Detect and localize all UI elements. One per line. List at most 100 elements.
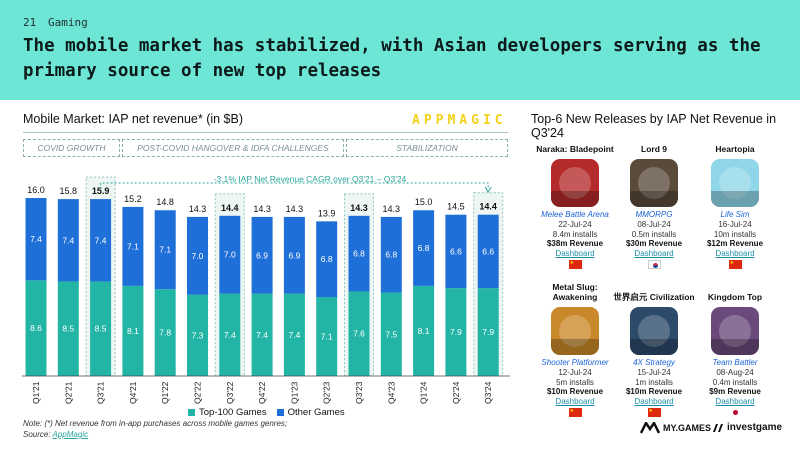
data-label-other: 6.9 bbox=[256, 250, 268, 260]
mygames-logo: MY.GAMES bbox=[640, 422, 711, 434]
data-label-other: 7.0 bbox=[192, 251, 204, 261]
bar-other bbox=[219, 215, 241, 294]
game-release-date: 15-Jul-24 bbox=[637, 368, 671, 377]
data-label-top100: 8.6 bbox=[30, 323, 42, 333]
data-label-total: 13.9 bbox=[318, 208, 336, 218]
game-revenue: $30m Revenue bbox=[625, 239, 683, 248]
data-label-other: 6.8 bbox=[321, 254, 333, 264]
data-label-top100: 8.1 bbox=[418, 326, 430, 336]
data-label-other: 6.9 bbox=[288, 250, 300, 260]
x-tick-label: Q1'22 bbox=[160, 381, 170, 404]
slide-section: Gaming bbox=[48, 16, 88, 29]
game-genre: Team Battler bbox=[712, 358, 758, 367]
game-revenue: $10m Revenue bbox=[546, 387, 604, 396]
game-genre: 4X Strategy bbox=[633, 358, 675, 367]
legend-item-top100: Top-100 Games bbox=[188, 407, 267, 418]
game-name: 世界启元 Civilization bbox=[613, 292, 695, 302]
bar-other bbox=[477, 214, 499, 289]
data-label-other: 7.4 bbox=[62, 235, 74, 245]
game-installs: 10m installs bbox=[713, 229, 757, 239]
data-label-top100: 7.4 bbox=[288, 330, 300, 340]
data-label-top100: 7.6 bbox=[353, 329, 365, 339]
chart-source: Source: AppMagic bbox=[23, 430, 88, 439]
game-genre: Melee Battle Arena bbox=[541, 210, 609, 219]
bar-top100 bbox=[380, 292, 402, 376]
game-icon bbox=[711, 159, 759, 207]
data-label-top100: 7.5 bbox=[385, 329, 397, 339]
data-label-top100: 7.9 bbox=[482, 327, 494, 337]
cagr-arrow-icon bbox=[484, 186, 492, 193]
game-name: Heartopia bbox=[715, 144, 755, 154]
data-label-total: 16.0 bbox=[27, 185, 45, 195]
game-name: Metal Slug: Awakening bbox=[552, 282, 598, 302]
data-label-total: 14.3 bbox=[286, 204, 304, 214]
game-card: Naraka: Bladepoint Melee Battle Arena 22-J… bbox=[533, 132, 617, 269]
phase-stabilization: STABILIZATION bbox=[346, 139, 508, 157]
x-tick-label: Q2'22 bbox=[193, 381, 203, 404]
x-tick-label: Q4'21 bbox=[128, 381, 138, 404]
data-label-other: 6.8 bbox=[418, 243, 430, 253]
game-name: Kingdom Top bbox=[707, 292, 763, 302]
header-banner: 21 Gaming The mobile market has stabiliz… bbox=[0, 0, 800, 100]
source-prefix: Source: bbox=[23, 430, 53, 439]
bar-top100 bbox=[477, 288, 499, 376]
game-installs: 5m installs bbox=[556, 377, 594, 387]
data-label-total: 14.3 bbox=[253, 204, 271, 214]
legend-swatch-icon bbox=[188, 409, 195, 416]
data-label-total: 15.9 bbox=[92, 186, 110, 196]
page-title: The mobile market has stabilized, with A… bbox=[23, 36, 761, 81]
data-label-total: 14.4 bbox=[479, 202, 497, 212]
data-label-total: 15.2 bbox=[124, 194, 142, 204]
bar-top100 bbox=[283, 293, 305, 376]
investgame-logo-text: investgame bbox=[727, 422, 783, 433]
game-icon bbox=[630, 159, 678, 207]
bar-other bbox=[413, 210, 435, 286]
game-dashboard-link[interactable]: Dashboard bbox=[555, 396, 595, 406]
game-genre: Shooter Platformer bbox=[541, 358, 609, 367]
game-genre: Life Sim bbox=[720, 210, 750, 219]
game-dashboard-link[interactable]: Dashboard bbox=[715, 396, 755, 406]
data-label-top100: 7.4 bbox=[256, 330, 268, 340]
game-dashboard-link[interactable]: Dashboard bbox=[555, 248, 595, 258]
data-label-total: 14.3 bbox=[350, 203, 368, 213]
bar-other bbox=[445, 214, 467, 289]
legend-swatch-icon bbox=[276, 409, 284, 416]
bar-top100 bbox=[445, 288, 467, 376]
investgame-logo: investgame bbox=[712, 422, 782, 433]
bar-other bbox=[90, 199, 112, 282]
data-label-other: 7.0 bbox=[224, 250, 236, 260]
x-tick-label: Q3'21 bbox=[96, 381, 106, 404]
legend-label: Top-100 Games bbox=[199, 407, 267, 418]
game-revenue: $12m Revenue bbox=[706, 239, 764, 248]
data-label-top100: 7.1 bbox=[321, 332, 333, 342]
game-dashboard-link[interactable]: Dashboard bbox=[715, 248, 755, 258]
bar-top100 bbox=[25, 280, 47, 376]
x-tick-label: Q2'23 bbox=[322, 381, 332, 404]
game-dashboard-link[interactable]: Dashboard bbox=[634, 396, 674, 406]
game-release-date: 12-Jul-24 bbox=[558, 368, 592, 377]
data-label-total: 14.8 bbox=[156, 197, 174, 207]
data-label-top100: 8.5 bbox=[95, 324, 107, 334]
data-label-total: 14.3 bbox=[383, 204, 401, 214]
x-tick-label: Q3'24 bbox=[483, 381, 493, 404]
bar-other bbox=[25, 198, 47, 281]
bar-other bbox=[316, 221, 338, 298]
data-label-total: 15.0 bbox=[415, 197, 433, 207]
game-card: Heartopia Life Sim 16-Jul-24 10m installs $1… bbox=[693, 132, 777, 269]
data-label-total: 15.8 bbox=[60, 186, 78, 196]
game-release-date: 08-Jul-24 bbox=[637, 220, 671, 229]
data-label-other: 6.6 bbox=[450, 246, 462, 256]
chart-title: Mobile Market: IAP net revenue* (in $B) bbox=[23, 112, 244, 126]
bar-top100 bbox=[154, 289, 176, 376]
chart-title-divider bbox=[23, 132, 508, 133]
chart-legend: Top-100 Games Other Games bbox=[188, 407, 345, 418]
game-dashboard-link[interactable]: Dashboard bbox=[634, 248, 674, 258]
mygames-mark-icon bbox=[640, 422, 660, 434]
game-installs: 1m installs bbox=[635, 377, 673, 387]
source-link[interactable]: AppMagic bbox=[52, 430, 89, 439]
game-revenue: $9m Revenue bbox=[709, 387, 761, 396]
bar-other bbox=[283, 216, 305, 294]
phase-post-covid: POST-COVID HANGOVER & IDFA CHALLENGES bbox=[122, 139, 344, 157]
data-label-top100: 7.8 bbox=[159, 328, 171, 338]
